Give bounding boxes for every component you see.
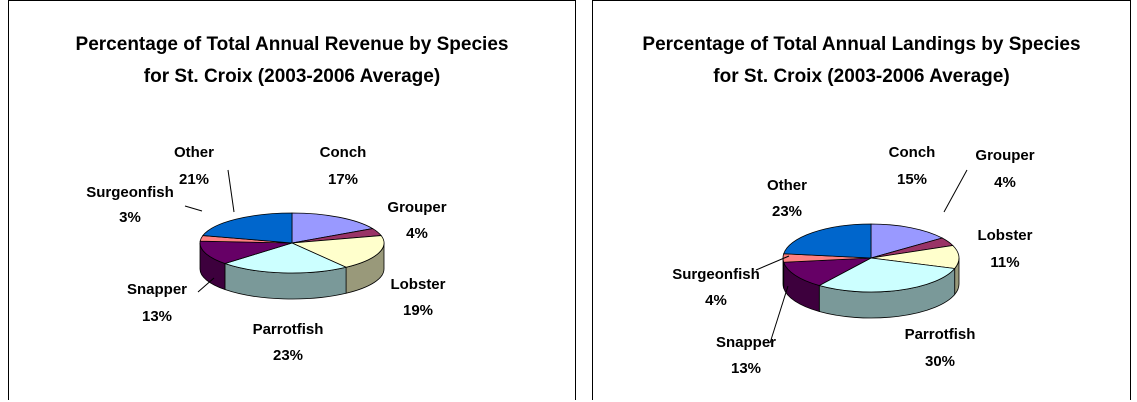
- slice-label: Surgeonfish: [672, 266, 760, 283]
- slice-label: Conch: [320, 144, 367, 161]
- pie-slice: [783, 257, 872, 286]
- chart-title: Percentage of Total Annual Landings by S…: [642, 34, 1081, 87]
- slice-value-label: 21%: [179, 171, 209, 188]
- slice-value-label: 23%: [772, 203, 802, 220]
- slice-value-label: 13%: [142, 308, 172, 325]
- slice-value-label: 23%: [273, 347, 303, 364]
- pie-slice: [223, 242, 348, 274]
- slice-value-label: 30%: [925, 353, 955, 370]
- slice-value-label: 4%: [705, 292, 727, 309]
- slice-label: Parrotfish: [253, 321, 324, 338]
- slice-label: Other: [767, 177, 807, 194]
- slice-label: Lobster: [390, 276, 445, 293]
- leader-line: [227, 169, 235, 213]
- pie-slice: [783, 223, 872, 259]
- slice-value-label: 4%: [406, 225, 428, 242]
- slice-value-label: 15%: [897, 171, 927, 188]
- slice-value-label: 17%: [328, 171, 358, 188]
- leader-line: [755, 255, 790, 271]
- slice-value-label: 3%: [119, 209, 141, 226]
- slice-value-label: 13%: [731, 360, 761, 377]
- chart-title: Percentage of Total Annual Revenue by Sp…: [75, 34, 509, 87]
- slice-value-label: 4%: [994, 174, 1016, 191]
- slice-value-label: 11%: [990, 254, 1019, 271]
- slice-label: Lobster: [977, 227, 1032, 244]
- leader-line: [769, 285, 789, 344]
- slice-label: Parrotfish: [905, 326, 976, 343]
- slice-label: Conch: [889, 144, 936, 161]
- chart-panel: Percentage of Total Annual Landings by S…: [592, 0, 1131, 400]
- slice-label: Grouper: [975, 147, 1034, 164]
- leader-line: [197, 277, 215, 293]
- pie-slice: [291, 212, 374, 244]
- chart-panel: Percentage of Total Annual Revenue by Sp…: [8, 0, 576, 400]
- pie-slice: [290, 235, 385, 268]
- leader-line: [943, 169, 968, 213]
- pie-slice: [818, 257, 956, 293]
- leader-line: [184, 205, 203, 212]
- pie-slice: [870, 223, 944, 259]
- slice-label: Surgeonfish: [86, 184, 174, 201]
- pie-slice: [202, 212, 293, 244]
- slice-label: Snapper: [127, 281, 187, 298]
- slice-label: Other: [174, 144, 214, 161]
- slice-label: Grouper: [387, 199, 446, 216]
- slice-value-label: 19%: [403, 302, 433, 319]
- slice-label: Snapper: [716, 334, 776, 351]
- pie-slice: [199, 240, 293, 264]
